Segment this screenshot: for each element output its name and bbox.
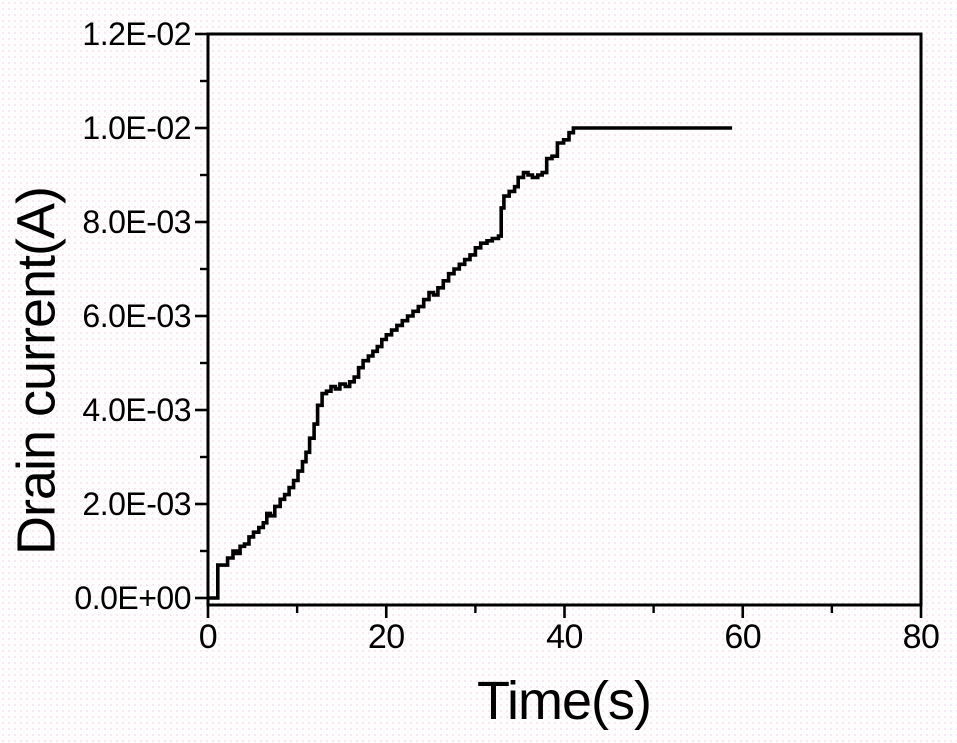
plot-frame — [206, 32, 923, 607]
x-tick-label: 20 — [368, 618, 405, 656]
x-tick-label: 0 — [199, 618, 217, 656]
y-axis-title: Drain current(A) — [6, 186, 67, 556]
x-tick-label: 80 — [903, 618, 940, 656]
y-tick-label: 0.0E+00 — [74, 580, 191, 616]
x-tick-label: 60 — [724, 618, 761, 656]
data-series-line — [208, 126, 733, 600]
x-axis-title: Time(s) — [477, 671, 652, 731]
y-tick-label: 1.0E-02 — [82, 110, 191, 146]
y-tick-label: 4.0E-03 — [82, 392, 191, 428]
y-tick-label: 2.0E-03 — [82, 486, 191, 522]
y-tick-label: 6.0E-03 — [82, 298, 191, 334]
y-tick-label: 1.2E-02 — [82, 16, 191, 52]
x-tick-label: 40 — [546, 618, 583, 656]
y-tick-label: 8.0E-03 — [82, 204, 191, 240]
